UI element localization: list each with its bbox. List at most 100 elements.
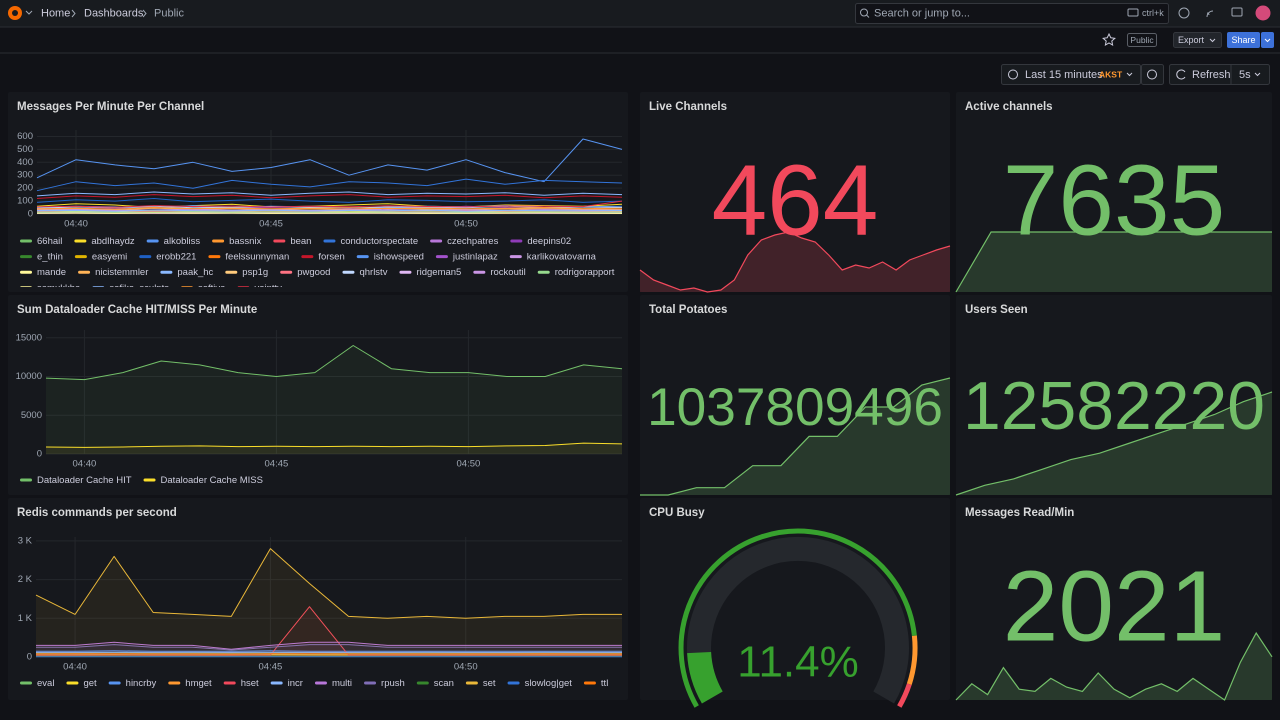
legend-label[interactable]: deepins02	[527, 236, 571, 247]
legend-label[interactable]: ridgeman5	[416, 267, 461, 278]
caret	[1254, 72, 1261, 77]
separator	[71, 9, 76, 18]
star-icon[interactable]	[1102, 32, 1116, 46]
stat-value: 464	[712, 144, 879, 256]
legend-swatch	[108, 681, 121, 685]
series-line	[36, 194, 623, 199]
legend-label[interactable]: samukkha	[37, 283, 81, 294]
legend-label[interactable]: forsen	[318, 252, 344, 263]
legend-label[interactable]: Dataloader Cache MISS	[161, 475, 263, 486]
sparkline	[955, 231, 1272, 293]
legend-swatch	[212, 239, 225, 243]
legend-swatch	[399, 270, 412, 274]
legend-label[interactable]: abdlhaydz	[91, 236, 135, 247]
refresh-picker[interactable]	[1169, 64, 1270, 85]
legend-label[interactable]: pwgood	[297, 267, 330, 278]
share-button[interactable]	[1227, 32, 1260, 48]
y-tick-label: 600	[17, 131, 33, 142]
separator	[142, 9, 147, 18]
legend-label[interactable]: karlikovatovarna	[527, 252, 597, 263]
legend-label[interactable]: rodrigorapport	[555, 267, 615, 278]
legend-label[interactable]: e_thin	[37, 252, 63, 263]
help-icon[interactable]	[1178, 7, 1190, 19]
legend-label[interactable]: get	[83, 678, 97, 689]
time-range: Last 15 minutes	[1025, 69, 1103, 81]
logo-caret	[25, 10, 33, 15]
legend-label[interactable]: feelssunnyman	[225, 252, 289, 263]
news-icon[interactable]	[1206, 10, 1214, 18]
legend-label[interactable]: incr	[288, 678, 303, 689]
y-tick-label: 3 K	[18, 535, 33, 546]
y-tick-label: 0	[27, 652, 32, 663]
avatar[interactable]	[1255, 5, 1271, 21]
legend-label[interactable]: vointtv	[254, 283, 282, 294]
refresh-label: Refresh	[1192, 69, 1231, 81]
legend-label[interactable]: sofiko_sculpts	[109, 283, 169, 294]
logo-inner	[12, 10, 18, 16]
legend-swatch	[20, 478, 32, 482]
legend-label[interactable]: slowlog|get	[525, 678, 573, 689]
legend-label[interactable]: qhrlstv	[359, 267, 387, 278]
zoom-out-button[interactable]	[1141, 64, 1164, 85]
legend-swatch	[416, 681, 429, 685]
y-tick-label: 300	[17, 170, 33, 181]
caret	[1209, 38, 1216, 43]
legend-label[interactable]: hset	[241, 678, 259, 689]
legend-label[interactable]: nicistemmler	[95, 267, 148, 278]
panel	[956, 92, 1272, 292]
legend-label[interactable]: ttl	[601, 678, 608, 689]
x-tick-label: 04:40	[73, 459, 97, 470]
series-area	[36, 642, 622, 657]
legend-label[interactable]: alkobliss	[164, 236, 201, 247]
legend-label[interactable]: multi	[332, 678, 352, 689]
legend-label[interactable]: set	[483, 678, 496, 689]
legend-label[interactable]: rpush	[381, 678, 405, 689]
legend-label[interactable]: eval	[37, 678, 54, 689]
series-line	[36, 191, 623, 197]
legend-label[interactable]: Dataloader Cache HIT	[37, 475, 132, 486]
legend-label[interactable]: mande	[37, 267, 66, 278]
search-box[interactable]	[855, 3, 1169, 24]
shortcut: ctrl+k	[1142, 8, 1164, 18]
refresh-icon	[1176, 69, 1186, 80]
legend-label[interactable]: rockoutil	[490, 267, 525, 278]
share-menu[interactable]	[1261, 32, 1274, 48]
caret	[1264, 38, 1271, 43]
legend-label[interactable]: hincrby	[126, 678, 157, 689]
series-area	[36, 653, 622, 657]
legend-label[interactable]: bassnix	[229, 236, 261, 247]
legend-label[interactable]: hmget	[185, 678, 212, 689]
legend-swatch	[146, 239, 159, 243]
legend-label[interactable]: scan	[434, 678, 454, 689]
legend-label[interactable]: czechpatres	[447, 236, 498, 247]
legend-label[interactable]: easyemi	[92, 252, 127, 263]
sparkline-area	[956, 392, 1272, 495]
legend-swatch	[507, 681, 520, 685]
panel-title: Sum Dataloader Cache HIT/MISS Per Minute	[17, 304, 257, 316]
legend-label[interactable]: bean	[290, 236, 311, 247]
legend-label[interactable]: erobb221	[156, 252, 196, 263]
legend-label[interactable]: ishowspeed	[374, 252, 424, 263]
x-tick-label: 04:50	[457, 459, 481, 470]
panel-title: Messages Read/Min	[965, 507, 1074, 519]
export-button[interactable]	[1173, 32, 1222, 48]
legend-label[interactable]: conductorspectate	[340, 236, 418, 247]
legend-label[interactable]: psp1g	[242, 267, 268, 278]
panel	[956, 295, 1272, 495]
breadcrumb[interactable]: Dashboards	[84, 7, 144, 19]
sparkline	[639, 231, 951, 293]
legend-swatch	[208, 255, 221, 259]
legend-swatch	[168, 681, 181, 685]
legend-label[interactable]: justinlapaz	[452, 252, 498, 263]
x-tick-label: 04:50	[454, 662, 478, 673]
time-picker[interactable]	[1001, 64, 1141, 85]
breadcrumb[interactable]: Home	[41, 7, 70, 19]
gauge-value	[687, 651, 723, 704]
panel	[640, 295, 950, 495]
legend-label[interactable]: paak_hc	[177, 267, 213, 278]
legend-label[interactable]: softiya	[198, 283, 226, 294]
series-line	[36, 209, 623, 212]
legend-label[interactable]: 66hail	[37, 236, 62, 247]
kiosk-icon[interactable]	[1231, 7, 1243, 17]
